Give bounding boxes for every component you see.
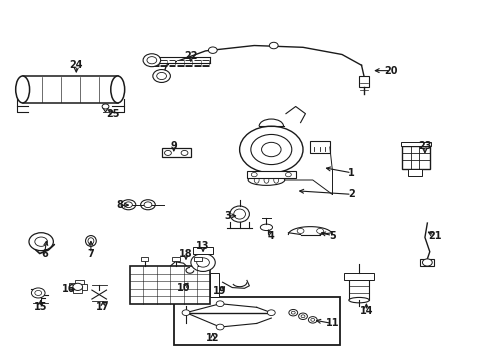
Text: 10: 10 (177, 283, 190, 293)
Text: 22: 22 (184, 51, 197, 61)
Bar (310, 140, 329, 153)
Circle shape (31, 288, 45, 298)
Ellipse shape (124, 202, 132, 208)
Bar (358, 76, 368, 87)
Ellipse shape (247, 175, 284, 185)
Bar (193, 247, 212, 253)
Text: 17: 17 (96, 302, 110, 312)
Circle shape (298, 313, 307, 319)
Bar (194, 257, 202, 261)
Ellipse shape (88, 238, 94, 244)
Text: 16: 16 (62, 284, 76, 294)
Bar (246, 171, 295, 178)
Circle shape (196, 258, 209, 267)
Text: 9: 9 (170, 141, 177, 151)
Text: 5: 5 (328, 231, 335, 240)
Circle shape (216, 301, 224, 307)
Circle shape (239, 126, 303, 173)
Circle shape (73, 283, 82, 291)
Circle shape (310, 319, 314, 321)
Circle shape (422, 259, 431, 266)
Circle shape (208, 47, 217, 53)
Text: 20: 20 (383, 66, 397, 76)
Ellipse shape (254, 177, 259, 183)
Ellipse shape (348, 297, 368, 303)
Text: 21: 21 (427, 231, 441, 240)
Text: 6: 6 (41, 248, 48, 258)
Circle shape (157, 72, 166, 80)
Circle shape (147, 57, 157, 64)
Ellipse shape (16, 76, 30, 103)
Bar (161, 148, 190, 157)
Bar (79, 284, 87, 291)
Bar (210, 273, 219, 297)
Circle shape (269, 42, 278, 49)
Text: 24: 24 (69, 60, 83, 70)
Circle shape (29, 233, 53, 251)
Circle shape (182, 310, 189, 316)
Text: 23: 23 (417, 141, 431, 151)
Ellipse shape (141, 200, 155, 210)
Text: 2: 2 (347, 189, 354, 199)
Bar (75, 280, 83, 286)
Text: 11: 11 (325, 319, 338, 328)
Text: 14: 14 (359, 306, 372, 316)
Bar (141, 257, 148, 261)
Circle shape (164, 150, 171, 156)
Ellipse shape (229, 206, 249, 222)
Text: 8: 8 (117, 200, 123, 210)
Bar (344, 273, 373, 280)
Circle shape (181, 150, 187, 156)
Bar (419, 259, 433, 266)
Circle shape (216, 324, 224, 330)
Text: 19: 19 (213, 286, 226, 296)
Ellipse shape (273, 177, 278, 183)
Bar (130, 266, 210, 304)
Text: 4: 4 (267, 231, 274, 240)
Ellipse shape (348, 276, 368, 281)
Circle shape (261, 142, 281, 157)
Bar (173, 297, 339, 345)
Text: 15: 15 (34, 302, 47, 312)
Ellipse shape (111, 76, 124, 103)
Circle shape (102, 104, 109, 109)
Ellipse shape (144, 202, 152, 208)
Circle shape (251, 172, 257, 177)
Bar (400, 141, 430, 146)
Circle shape (301, 315, 305, 318)
Ellipse shape (233, 209, 245, 219)
Circle shape (291, 311, 295, 314)
Text: 13: 13 (196, 241, 209, 251)
Bar (73, 287, 81, 293)
Bar (348, 279, 368, 300)
Ellipse shape (260, 224, 272, 230)
Text: 1: 1 (347, 168, 354, 178)
Circle shape (316, 228, 323, 233)
Text: 3: 3 (224, 211, 230, 221)
Text: 18: 18 (179, 248, 192, 258)
Circle shape (143, 54, 160, 67)
Circle shape (190, 253, 215, 271)
Circle shape (288, 310, 297, 316)
Bar (401, 146, 429, 169)
Circle shape (297, 228, 304, 233)
Ellipse shape (85, 235, 96, 246)
Circle shape (285, 172, 291, 177)
Circle shape (267, 310, 275, 316)
Bar (69, 283, 78, 289)
Circle shape (308, 317, 317, 323)
Ellipse shape (121, 200, 136, 210)
Bar (172, 257, 180, 261)
Circle shape (35, 291, 41, 296)
Circle shape (35, 237, 47, 246)
Text: 12: 12 (205, 333, 219, 343)
Bar (22, 76, 118, 103)
Bar (407, 169, 422, 176)
Ellipse shape (264, 177, 268, 183)
Text: 7: 7 (87, 248, 94, 258)
Text: 25: 25 (106, 109, 120, 119)
Circle shape (250, 134, 291, 165)
Circle shape (153, 69, 170, 82)
